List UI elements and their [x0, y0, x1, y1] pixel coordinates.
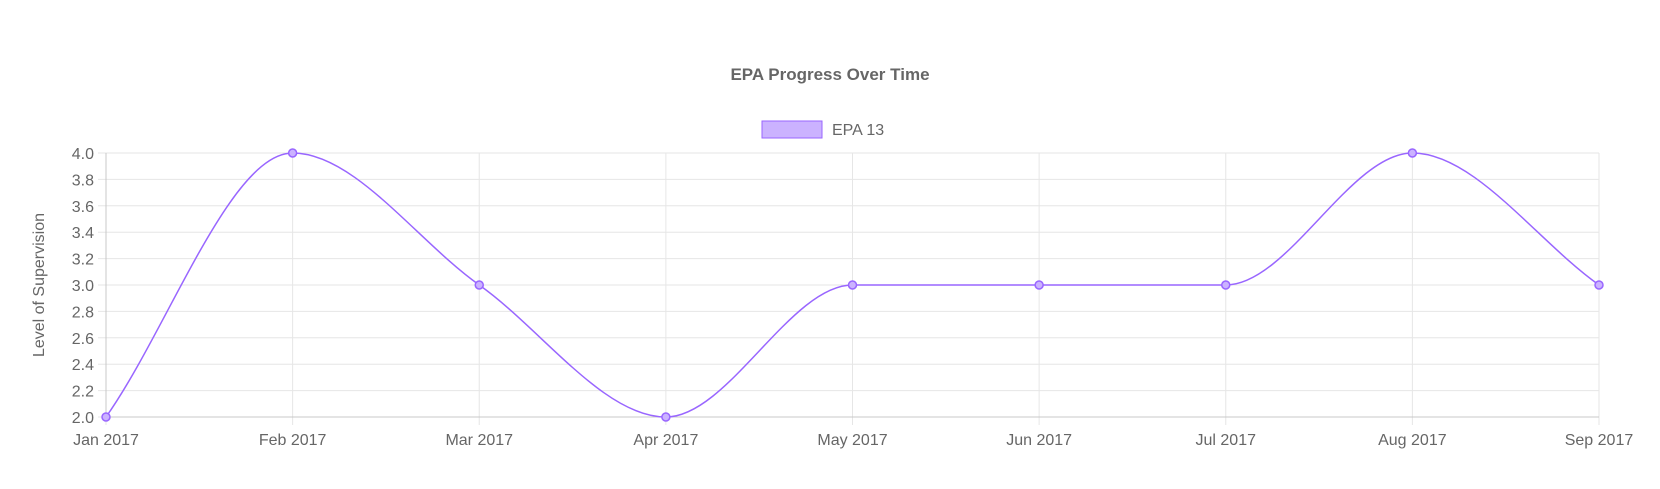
data-point[interactable]: [287, 148, 298, 158]
data-point[interactable]: [101, 412, 111, 422]
y-tick-label: 2.4: [72, 357, 94, 374]
y-tick-label: 3.6: [72, 199, 94, 216]
x-tick-label: Mar 2017: [445, 432, 513, 449]
data-point[interactable]: [1594, 280, 1604, 290]
y-tick-label: 2.6: [72, 331, 94, 348]
chart-title: EPA Progress Over Time: [730, 65, 929, 84]
y-tick-label: 3.4: [72, 225, 94, 242]
legend-label-epa-13[interactable]: EPA 13: [832, 122, 884, 139]
x-tick-label: Apr 2017: [633, 432, 698, 449]
legend[interactable]: EPA 13: [761, 120, 884, 139]
data-point[interactable]: [474, 280, 484, 290]
legend-swatch-epa-13[interactable]: [761, 120, 823, 139]
y-tick-label: 3.0: [72, 278, 94, 295]
grid-lines: [98, 152, 1600, 425]
series-line-epa-13: [105, 152, 1600, 418]
y-tick-labels: 2.0 2.2 2.4 2.6 2.8 3.0 3.2 3.4 3.6 3.8 4.0: [72, 146, 94, 427]
x-tick-label: Jul 2017: [1196, 432, 1257, 449]
y-tick-label: 3.2: [72, 252, 94, 269]
y-tick-label: 3.8: [72, 172, 94, 189]
x-tick-label: Sep 2017: [1565, 432, 1634, 449]
axes: [105, 153, 1599, 418]
y-tick-label: 2.8: [72, 304, 94, 321]
series-epa-13: [101, 148, 1604, 422]
x-tick-labels: Jan 2017 Feb 2017 Mar 2017 Apr 2017 May 2017…: [73, 432, 1633, 449]
y-tick-label: 2.0: [72, 410, 94, 427]
y-axis-title: Level of Supervision: [31, 213, 48, 357]
y-tick-label: 4.0: [72, 146, 94, 163]
x-tick-label: Jun 2017: [1006, 432, 1072, 449]
x-tick-label: May 2017: [817, 432, 887, 449]
x-tick-label: Feb 2017: [259, 432, 327, 449]
x-tick-label: Jan 2017: [73, 432, 139, 449]
y-tick-label: 2.2: [72, 384, 94, 401]
data-point[interactable]: [1407, 148, 1418, 158]
data-point[interactable]: [1034, 280, 1044, 290]
x-tick-label: Aug 2017: [1378, 432, 1447, 449]
data-point[interactable]: [661, 412, 671, 422]
data-point[interactable]: [847, 280, 858, 290]
data-point[interactable]: [1221, 280, 1231, 290]
